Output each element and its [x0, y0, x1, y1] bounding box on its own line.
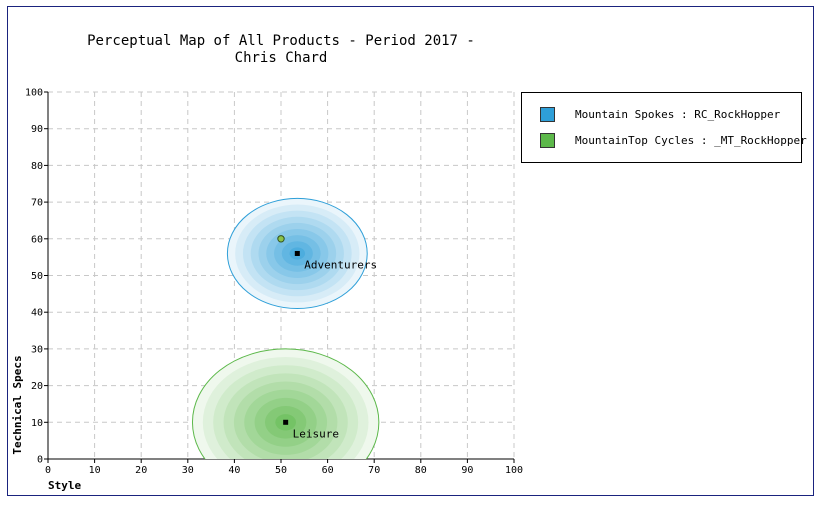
segment-adventurers: Adventurers	[226, 197, 377, 310]
x-tick-label-80: 80	[415, 465, 427, 476]
segment-label-adventurers: Adventurers	[304, 258, 377, 271]
legend-swatch-mountain-spokes	[540, 106, 555, 122]
y-tick-label-60: 60	[31, 234, 43, 245]
y-tick-label-20: 20	[31, 381, 43, 392]
y-tick-label-0: 0	[37, 455, 43, 466]
legend: Mountain Spokes : RC_RockHopper Mountain…	[521, 92, 807, 163]
x-tick-label-20: 20	[135, 465, 147, 476]
y-tick-label-70: 70	[31, 198, 43, 209]
segments: Adventurers Leisure	[191, 197, 380, 459]
x-tick-label-10: 10	[89, 465, 101, 476]
tick-labels: 0 10 20 30 40 50 60 70 80 90 100 0 10 20 30 40 50 60 70 80 9…	[25, 88, 523, 477]
y-tick-label-10: 10	[31, 418, 43, 429]
x-tick-label-100: 100	[505, 465, 523, 476]
segment-leisure: Leisure	[191, 348, 380, 459]
x-tick-label-60: 60	[322, 465, 334, 476]
y-tick-label-80: 80	[31, 161, 43, 172]
legend-label-mountain-spokes: Mountain Spokes : RC_RockHopper	[575, 107, 781, 121]
data-point-series-0-0	[277, 235, 285, 243]
x-tick-label-70: 70	[368, 465, 380, 476]
y-tick-label-100: 100	[25, 88, 43, 99]
segment-label-leisure: Leisure	[293, 427, 339, 440]
y-tick-label-40: 40	[31, 308, 43, 319]
x-tick-label-50: 50	[275, 465, 287, 476]
segment-center-adventurers	[294, 250, 300, 256]
y-axis-label: Technical Specs	[11, 355, 24, 455]
segment-center-leisure	[283, 419, 289, 425]
chart-title: Perceptual Map of All Products - Period …	[87, 33, 475, 66]
legend-label-mountaintop-cycles: MountainTop Cycles : _MT_RockHopper	[575, 133, 807, 147]
legend-entry-mountaintop-cycles: MountainTop Cycles : _MT_RockHopper	[540, 131, 807, 149]
y-tick-label-50: 50	[31, 271, 43, 282]
x-tick-label-0: 0	[45, 465, 51, 476]
x-axis-label: Style	[48, 479, 82, 492]
x-tick-label-30: 30	[182, 465, 194, 476]
chart-frame	[7, 6, 814, 496]
legend-swatch-mountaintop-cycles	[540, 132, 555, 148]
y-tick-label-30: 30	[31, 344, 43, 355]
data-points	[277, 235, 285, 243]
x-tick-label-90: 90	[461, 465, 473, 476]
legend-entry-mountain-spokes: Mountain Spokes : RC_RockHopper	[540, 105, 780, 123]
x-tick-label-40: 40	[228, 465, 240, 476]
y-tick-label-90: 90	[31, 124, 43, 135]
